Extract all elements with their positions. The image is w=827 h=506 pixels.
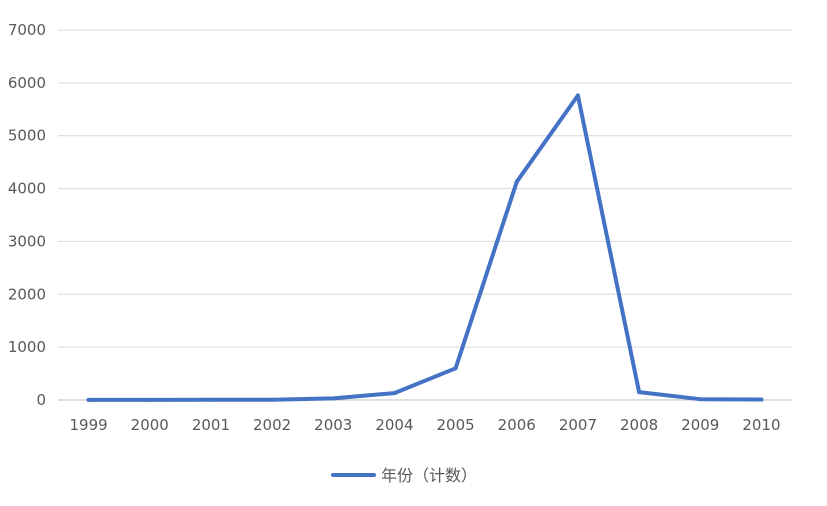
y-tick-label: 3000: [8, 232, 46, 250]
series-line: [86, 93, 764, 402]
x-tick-label: 2003: [314, 416, 352, 434]
data-point: [514, 179, 519, 184]
data-point: [392, 391, 397, 396]
data-point: [453, 366, 458, 371]
x-tick-label: 2005: [436, 416, 474, 434]
y-tick-label: 7000: [8, 21, 46, 39]
x-tick-label: 2001: [192, 416, 230, 434]
data-point: [759, 397, 764, 402]
y-tick-label: 5000: [8, 127, 46, 145]
data-point: [575, 93, 580, 98]
x-tick-label: 2010: [742, 416, 780, 434]
y-tick-label: 2000: [8, 285, 46, 303]
legend: 年份（计数）: [331, 466, 477, 485]
x-axis-tick-labels: 1999 2000 2001 2002 2003 2004 2005 2006 2007 2008…: [69, 416, 780, 434]
data-point: [147, 397, 152, 402]
series-layer: [86, 93, 764, 402]
x-tick-label: 2000: [131, 416, 169, 434]
data-point: [270, 397, 275, 402]
data-point: [208, 397, 213, 402]
x-tick-label: 1999: [69, 416, 107, 434]
gridlines: [58, 29, 792, 401]
data-point: [331, 396, 336, 401]
y-tick-label: 6000: [8, 74, 46, 92]
y-tick-label: 4000: [8, 180, 46, 198]
x-tick-label: 2004: [375, 416, 413, 434]
y-tick-label: 1000: [8, 338, 46, 356]
x-tick-label: 2002: [253, 416, 291, 434]
y-axis-tick-labels: 0 1000 2000 3000 4000 5000 6000 7000: [8, 21, 46, 409]
y-tick-label: 0: [36, 391, 46, 409]
data-point: [637, 390, 642, 395]
legend-label: 年份（计数）: [381, 466, 477, 485]
data-point: [698, 397, 703, 402]
x-tick-label: 2008: [620, 416, 658, 434]
data-point: [86, 397, 91, 402]
x-tick-label: 2007: [559, 416, 597, 434]
x-tick-label: 2009: [681, 416, 719, 434]
x-tick-label: 2006: [498, 416, 536, 434]
